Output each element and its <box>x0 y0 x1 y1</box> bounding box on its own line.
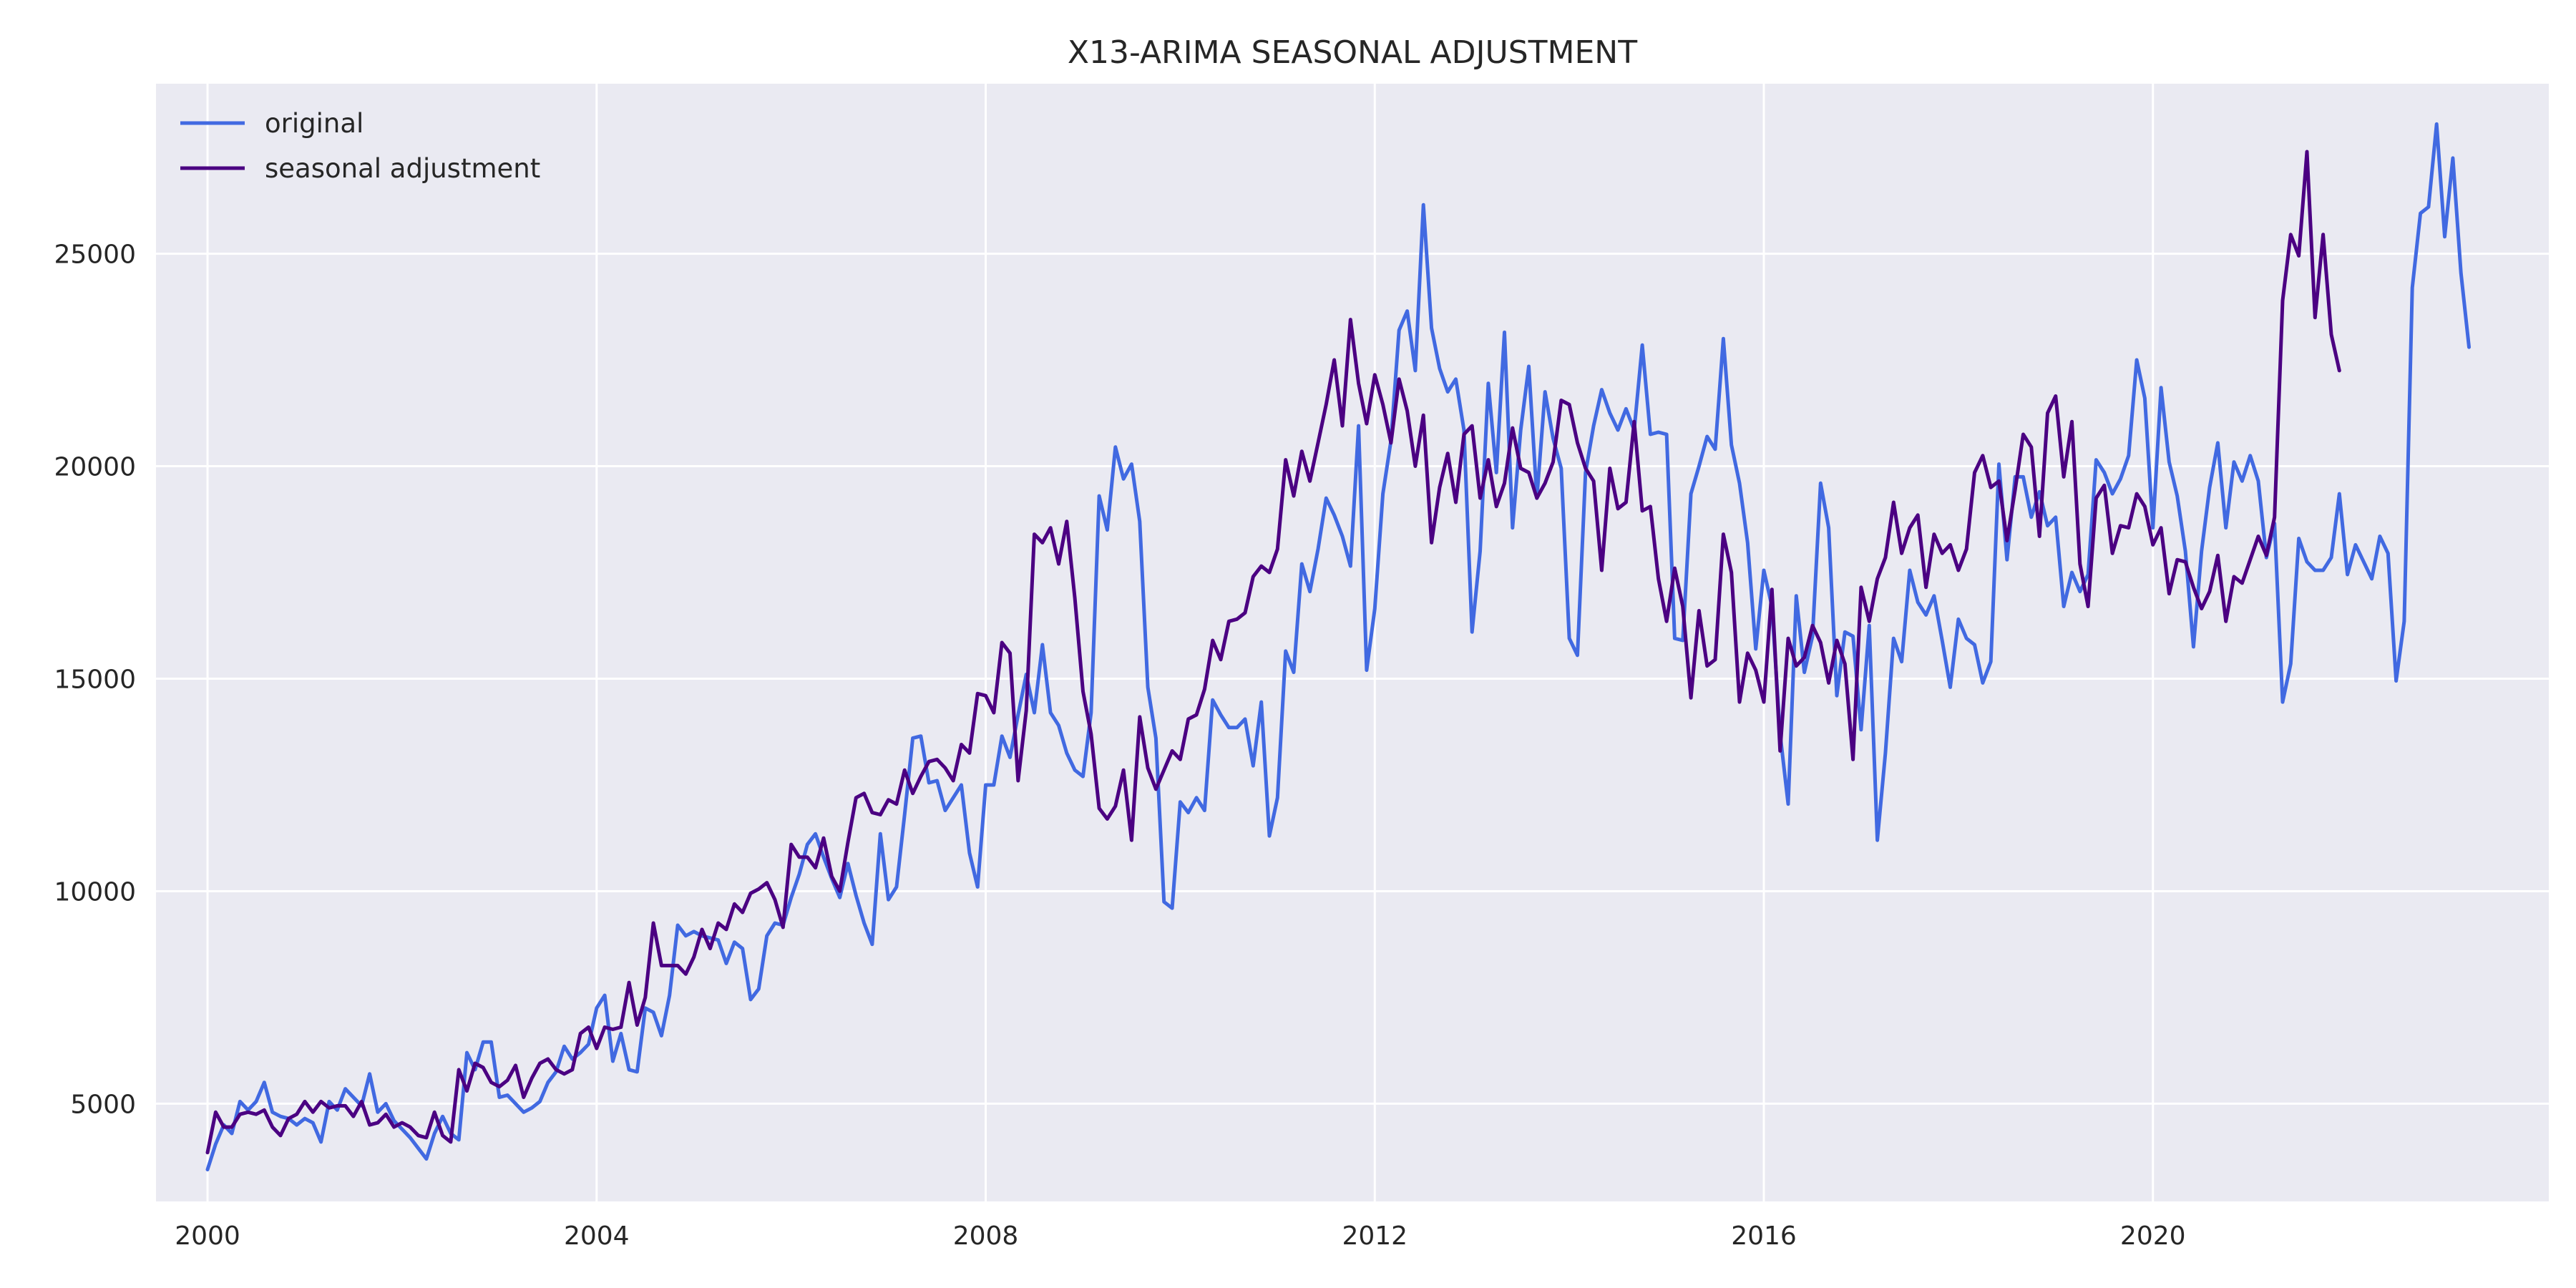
legend-label-0: original <box>265 108 364 139</box>
y-tick-label: 10000 <box>54 877 136 907</box>
x-axis-ticks: 2000 2004 2008 2012 2016 2020 <box>175 1221 2185 1251</box>
plot-area <box>156 84 2549 1201</box>
x-tick-label: 2008 <box>953 1221 1019 1251</box>
y-tick-label: 15000 <box>54 665 136 694</box>
x-tick-label: 2016 <box>1731 1221 1797 1251</box>
y-tick-label: 20000 <box>54 453 136 482</box>
y-axis-ticks: 5000 10000 15000 20000 25000 <box>54 240 136 1120</box>
series-lines <box>205 122 2471 1171</box>
x-tick-label: 2004 <box>564 1221 630 1251</box>
y-tick-label: 5000 <box>70 1090 136 1119</box>
series-line-1 <box>205 150 2341 1155</box>
x-tick-label: 2012 <box>1342 1221 1407 1251</box>
series-line-0 <box>205 122 2471 1171</box>
x-tick-label: 2020 <box>2120 1221 2186 1251</box>
legend-label-1: seasonal adjustment <box>265 153 540 184</box>
x-tick-label: 2000 <box>175 1221 240 1251</box>
legend: original seasonal adjustment <box>180 108 540 184</box>
y-tick-label: 25000 <box>54 240 136 270</box>
chart-title: X13-ARIMA SEASONAL ADJUSTMENT <box>1068 34 1637 71</box>
